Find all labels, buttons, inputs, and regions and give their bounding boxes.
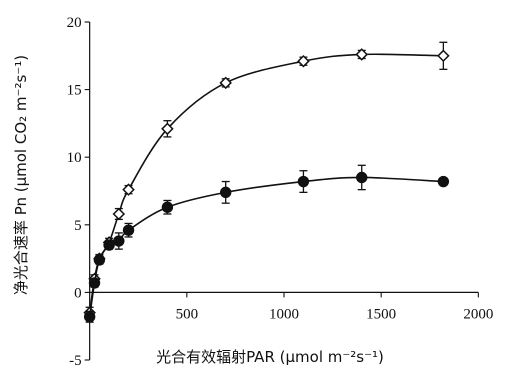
series (83, 41, 450, 323)
y-axis-title: 净光合速率 Pn (μmol CO₂ m⁻²s⁻¹) (12, 55, 30, 295)
x-tick-label: 1000 (269, 306, 299, 322)
data-point-diamond (161, 122, 174, 136)
data-point-circle (103, 239, 115, 251)
y-tick-label: 20 (67, 15, 82, 31)
y-tick-label: 10 (67, 150, 82, 166)
data-point-circle (93, 254, 106, 266)
ticks: -5 0 5 10 15 20 500 1000 1500 2000 (67, 15, 494, 369)
data-point-circle (219, 186, 232, 199)
data-point-circle (122, 224, 135, 236)
y-tick-label: 15 (67, 83, 82, 99)
x-tick-label: 500 (176, 306, 199, 322)
data-point-diamond (355, 48, 368, 61)
y-tick-label: -5 (69, 353, 82, 369)
data-point-circle (297, 175, 310, 188)
data-point-circle (356, 171, 368, 184)
data-point-circle (437, 175, 450, 188)
series-line (88, 176, 444, 317)
data-point-diamond (112, 207, 126, 221)
data-point-diamond (297, 54, 310, 68)
series-1 (83, 41, 450, 319)
data-point-circle (161, 201, 174, 213)
data-point-circle (83, 311, 96, 323)
data-point-diamond (219, 76, 232, 90)
data-point-diamond (122, 183, 135, 196)
x-axis-title: 光合有效辐射PAR (μmol m⁻²s⁻¹) (156, 348, 384, 366)
x-tick-label: 2000 (463, 306, 493, 322)
data-point-circle (113, 235, 125, 247)
data-point-diamond (437, 49, 450, 63)
y-tick-label: 5 (74, 218, 82, 234)
x-tick-label: 1500 (366, 306, 396, 322)
y-tick-label: 0 (74, 285, 82, 301)
series-line (88, 53, 444, 313)
series-2 (83, 164, 450, 323)
data-point-circle (88, 277, 101, 289)
